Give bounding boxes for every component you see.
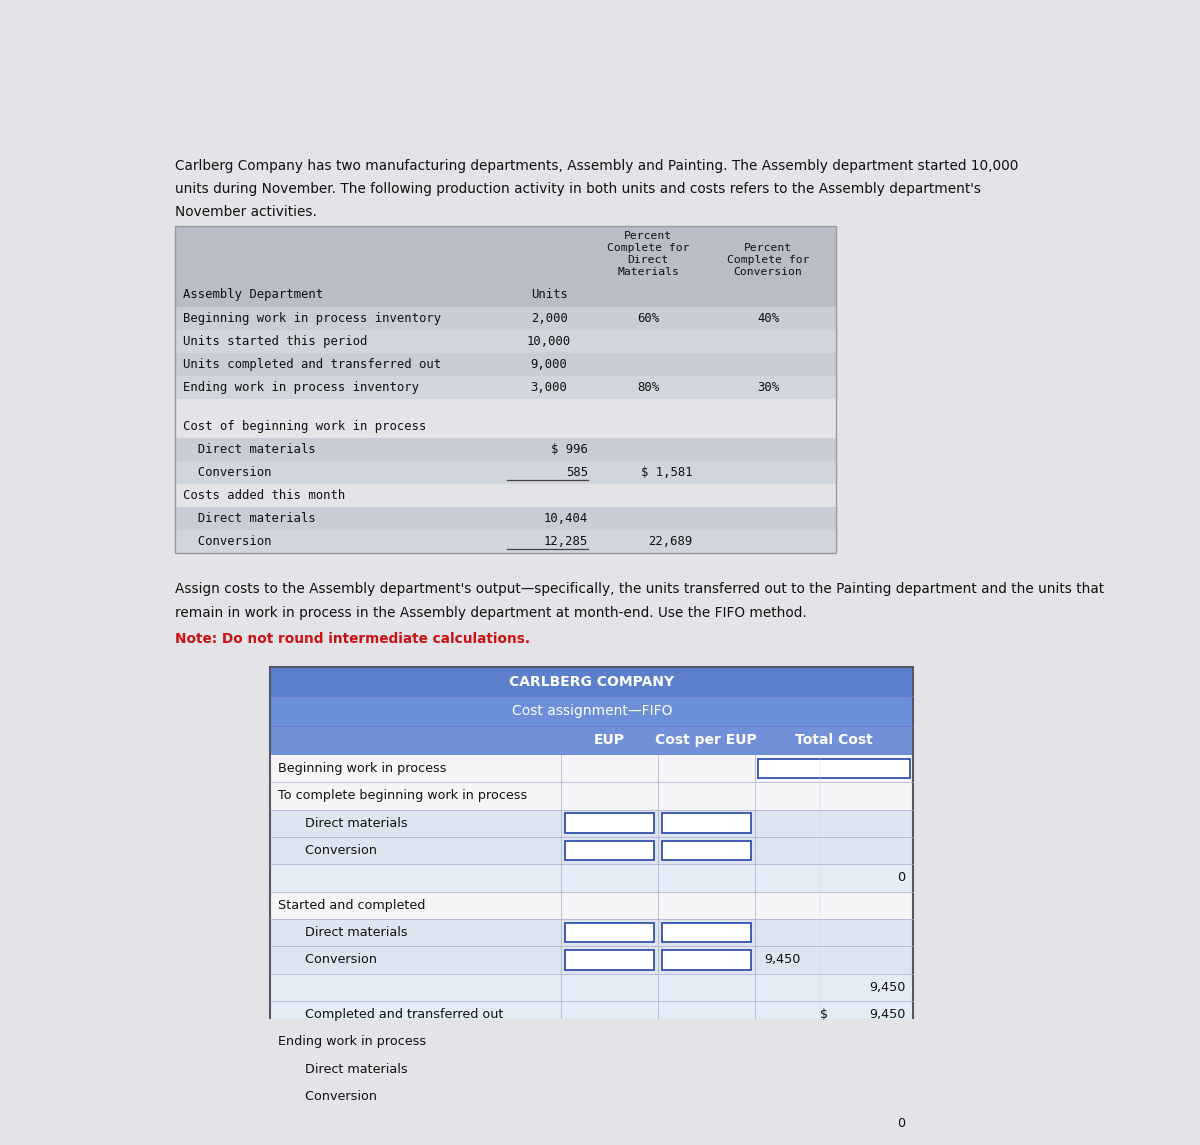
Text: November activities.: November activities. [175,205,317,219]
Bar [270,1083,913,1111]
Bar [175,376,836,400]
Text: Conversion: Conversion [298,954,377,966]
Bar [175,226,836,307]
Text: 30%: 30% [757,381,779,394]
Text: Units: Units [530,287,568,301]
Text: 22,689: 22,689 [648,535,692,548]
Text: Costs added this month: Costs added this month [182,489,344,502]
Text: Direct materials: Direct materials [298,1063,408,1076]
Text: EUP: EUP [594,733,625,748]
Text: Completed and transferred out: Completed and transferred out [298,1008,504,1021]
Bar [661,1087,751,1106]
Text: Conversion: Conversion [298,1090,377,1103]
Text: 60%: 60% [637,311,659,325]
Bar [661,923,751,942]
Bar [270,782,913,810]
Text: 9,450: 9,450 [869,981,906,994]
Bar [270,668,913,1145]
Bar [270,946,913,973]
Text: remain in work in process in the Assembly department at month-end. Use the FIFO : remain in work in process in the Assembl… [175,606,806,619]
Bar [270,726,913,755]
Text: 80%: 80% [637,381,659,394]
Bar [175,353,836,376]
Text: Units completed and transferred out: Units completed and transferred out [182,358,440,371]
Bar [270,810,913,837]
Text: Conversion: Conversion [298,844,377,858]
Text: Conversion: Conversion [182,466,271,479]
Text: To complete beginning work in process: To complete beginning work in process [278,789,527,803]
Bar [661,840,751,860]
Bar [661,813,751,834]
Bar [270,837,913,864]
Text: 9,450: 9,450 [869,1008,906,1021]
Bar [270,919,913,946]
Text: Percent
Complete for
Direct
Materials: Percent Complete for Direct Materials [607,230,689,277]
Bar [565,950,654,970]
Text: Direct materials: Direct materials [298,816,408,830]
Text: Assign costs to the Assembly department's output—specifically, the units transfe: Assign costs to the Assembly department'… [175,583,1104,597]
Text: Direct materials: Direct materials [298,926,408,939]
Text: Percent
Complete for
Conversion: Percent Complete for Conversion [727,243,809,277]
Bar [175,460,836,484]
Text: Direct materials: Direct materials [182,443,316,456]
Bar [175,437,836,460]
Text: 9,450: 9,450 [763,954,800,966]
Text: Note: Do not round intermediate calculations.: Note: Do not round intermediate calculat… [175,632,530,646]
Text: 0: 0 [898,1118,906,1130]
Text: $: $ [821,1008,828,1021]
Text: 9,000: 9,000 [530,358,568,371]
Bar [565,1059,654,1079]
Text: Assembly Department: Assembly Department [182,287,323,301]
Text: Units started this period: Units started this period [182,335,367,348]
Text: 12,285: 12,285 [544,535,588,548]
Text: 10,000: 10,000 [527,335,571,348]
Text: units during November. The following production activity in both units and costs: units during November. The following pro… [175,182,980,196]
Bar [270,668,913,696]
Text: Started and completed: Started and completed [278,899,425,911]
Text: 0: 0 [898,871,906,884]
Text: Cost assignment—FIFO: Cost assignment—FIFO [511,704,672,718]
Bar [270,1111,913,1138]
Text: Cost of beginning work in process: Cost of beginning work in process [182,420,426,433]
Bar [270,864,913,892]
Text: Ending work in process inventory: Ending work in process inventory [182,381,419,394]
Bar [270,973,913,1001]
Bar [565,813,654,834]
Bar [661,1059,751,1079]
Bar [758,759,910,779]
Bar [175,507,836,530]
Text: 585: 585 [565,466,588,479]
Text: Beginning work in process: Beginning work in process [278,763,446,775]
Bar [565,923,654,942]
Bar [175,530,836,553]
Bar [565,840,654,860]
Text: CARLBERG COMPANY: CARLBERG COMPANY [509,674,674,689]
Bar [175,330,836,353]
Text: Total Cost: Total Cost [796,733,872,748]
Text: 40%: 40% [757,311,779,325]
Bar [175,226,836,553]
Bar [270,1001,913,1028]
Text: Cost per EUP: Cost per EUP [655,733,757,748]
Text: Conversion: Conversion [182,535,271,548]
Bar [565,1087,654,1106]
Text: Beginning work in process inventory: Beginning work in process inventory [182,311,440,325]
Bar [270,755,913,782]
Bar [175,307,836,330]
Bar [270,1028,913,1056]
Text: Direct materials: Direct materials [182,512,316,526]
Bar [661,950,751,970]
Text: 2,000: 2,000 [530,311,568,325]
Bar [270,1138,913,1145]
Text: 3,000: 3,000 [530,381,568,394]
Bar [270,1056,913,1083]
Text: $ 1,581: $ 1,581 [641,466,692,479]
Text: 10,404: 10,404 [544,512,588,526]
Bar [270,696,913,726]
Text: $ 996: $ 996 [551,443,588,456]
Text: Carlberg Company has two manufacturing departments, Assembly and Painting. The A: Carlberg Company has two manufacturing d… [175,159,1018,173]
Bar [270,892,913,919]
Text: Ending work in process: Ending work in process [278,1035,426,1049]
